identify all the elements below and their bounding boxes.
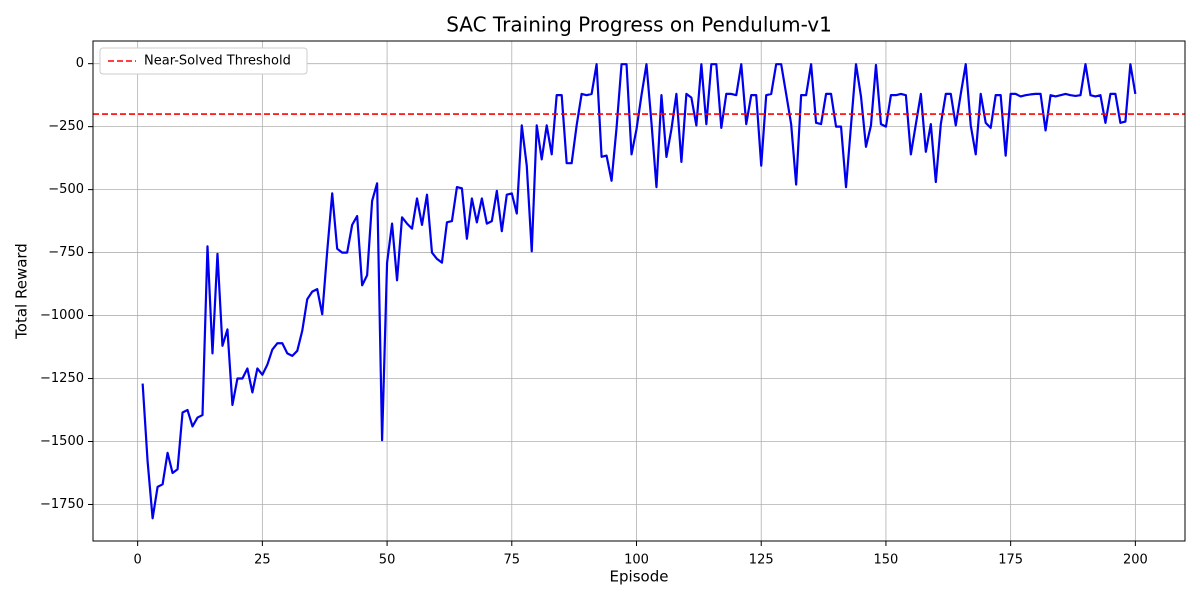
y-tick-label: −1000	[40, 308, 84, 323]
data-line	[141, 63, 1137, 520]
legend-label: Near-Solved Threshold	[144, 54, 291, 69]
y-tick-label: −250	[48, 119, 84, 134]
y-tick-label: −750	[48, 245, 84, 260]
x-axis-label: Episode	[610, 568, 669, 586]
x-tick-label: 0	[134, 553, 142, 568]
x-tick-label: 100	[624, 553, 649, 568]
y-axis-label: Total Reward	[13, 243, 31, 340]
x-tick-label: 125	[749, 553, 774, 568]
x-tick-label: 150	[874, 553, 899, 568]
y-tick-label: −1750	[40, 497, 84, 512]
x-tick-label: 200	[1123, 553, 1148, 568]
plot-frame	[92, 40, 1186, 542]
y-tick-label: 0	[76, 56, 84, 71]
x-tick-label: 75	[504, 553, 521, 568]
x-tick-label: 25	[254, 553, 271, 568]
x-tick-label: 50	[379, 553, 396, 568]
legend-box	[99, 47, 308, 75]
y-tick-label: −1250	[40, 371, 84, 386]
chart-title: SAC Training Progress on Pendulum-v1	[446, 13, 832, 37]
y-tick-label: −500	[48, 182, 84, 197]
x-tick-label: 175	[998, 553, 1023, 568]
y-tick-label: −1500	[40, 434, 84, 449]
